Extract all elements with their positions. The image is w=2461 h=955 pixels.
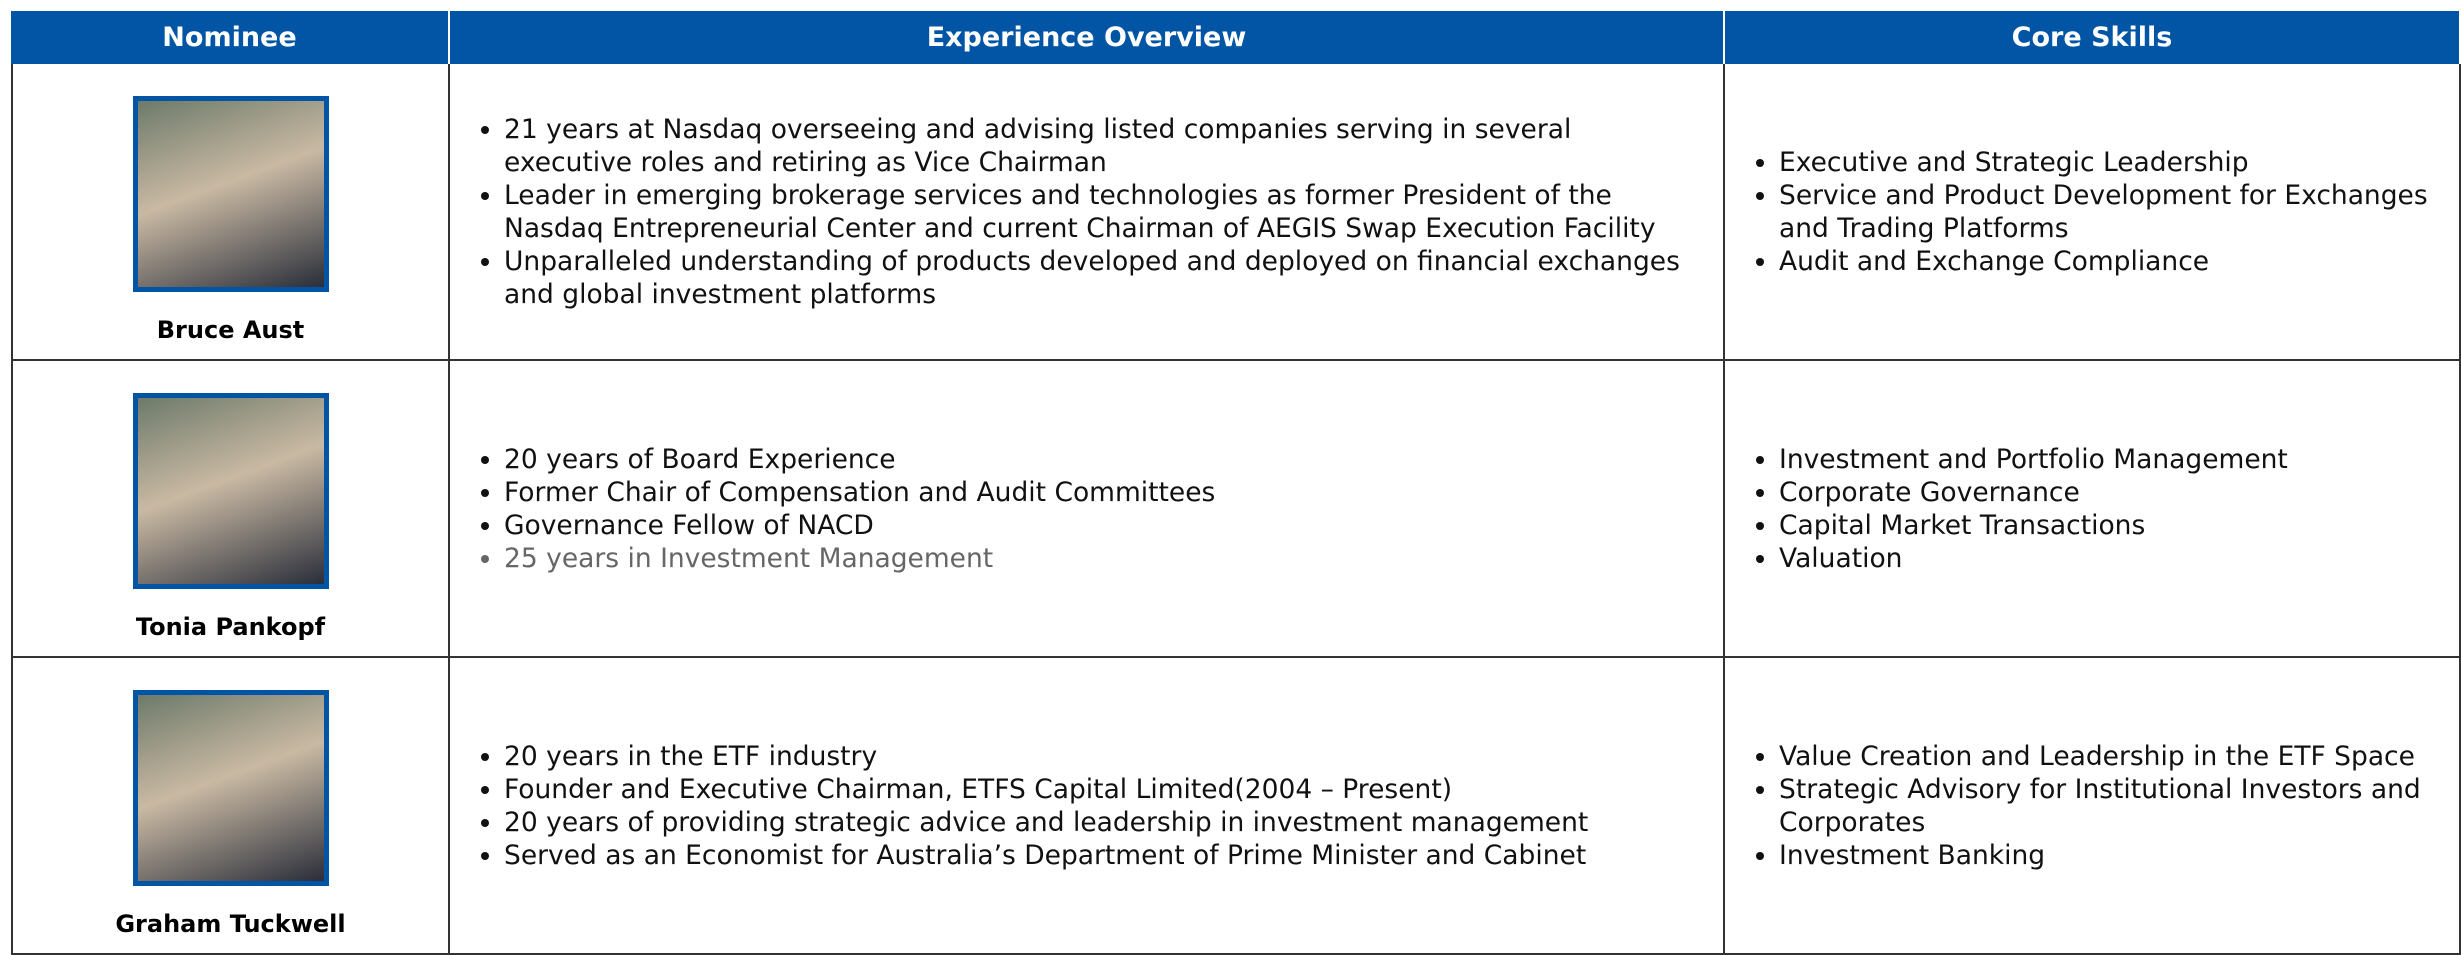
column-header: Nominee	[11, 11, 450, 64]
skills-list: Value Creation and Leadership in the ETF…	[1725, 740, 2459, 872]
skills-item: Investment Banking	[1779, 839, 2439, 872]
nominee-name: Graham Tuckwell	[115, 910, 346, 938]
nominee-row: Tonia Pankopf 20 years of Board Experienc…	[11, 361, 2461, 658]
skills-list: Investment and Portfolio ManagementCorpo…	[1725, 443, 2308, 575]
nominee-cell: Graham Tuckwell	[11, 658, 450, 953]
experience-list: 21 years at Nasdaq overseeing and advisi…	[450, 113, 1723, 311]
skills-item: Corporate Governance	[1779, 476, 2288, 509]
nominee-row: Graham Tuckwell 20 years in the ETF indus…	[11, 658, 2461, 955]
header-row: Nominee Experience Overview Core Skills	[11, 11, 2461, 64]
experience-item: 20 years of providing strategic advice a…	[504, 806, 1588, 839]
experience-item: 25 years in Investment Management	[504, 542, 1215, 575]
experience-item: Served as an Economist for Australia’s D…	[504, 839, 1588, 872]
nominee-name: Tonia Pankopf	[135, 613, 326, 641]
skills-item: Capital Market Transactions	[1779, 509, 2288, 542]
experience-item: Leader in emerging brokerage services an…	[504, 179, 1703, 245]
skills-cell: Investment and Portfolio ManagementCorpo…	[1725, 361, 2461, 656]
experience-item: Unparalleled understanding of products d…	[504, 245, 1703, 311]
experience-list: 20 years in the ETF industryFounder and …	[450, 740, 1608, 872]
experience-item: 20 years in the ETF industry	[504, 740, 1588, 773]
skills-cell: Value Creation and Leadership in the ETF…	[1725, 658, 2461, 953]
skills-cell: Executive and Strategic LeadershipServic…	[1725, 64, 2461, 359]
nominee-cell: Tonia Pankopf	[11, 361, 450, 656]
nominee-table: Nominee Experience Overview Core Skills Bru…	[11, 11, 2461, 955]
experience-item: Founder and Executive Chairman, ETFS Cap…	[504, 773, 1588, 806]
skills-item: Investment and Portfolio Management	[1779, 443, 2288, 476]
skills-item: Strategic Advisory for Institutional Inv…	[1779, 773, 2439, 839]
skills-item: Audit and Exchange Compliance	[1779, 245, 2439, 278]
column-header: Experience Overview	[450, 11, 1725, 64]
skills-item: Valuation	[1779, 542, 2288, 575]
nominee-name: Bruce Aust	[156, 316, 305, 344]
nominee-row: Bruce Aust 21 years at Nasdaq overseeing …	[11, 64, 2461, 361]
column-header: Core Skills	[1725, 11, 2461, 64]
experience-item: 21 years at Nasdaq overseeing and advisi…	[504, 113, 1703, 179]
nominee-photo	[132, 690, 329, 886]
experience-cell: 20 years in the ETF industryFounder and …	[450, 658, 1725, 953]
experience-cell: 21 years at Nasdaq overseeing and advisi…	[450, 64, 1725, 359]
nominee-cell: Bruce Aust	[11, 64, 450, 359]
experience-item: Governance Fellow of NACD	[504, 509, 1215, 542]
skills-item: Executive and Strategic Leadership	[1779, 146, 2439, 179]
experience-item: 20 years of Board Experience	[504, 443, 1215, 476]
skills-item: Value Creation and Leadership in the ETF…	[1779, 740, 2439, 773]
skills-list: Executive and Strategic LeadershipServic…	[1725, 146, 2459, 278]
nominee-photo	[132, 393, 329, 589]
skills-item: Service and Product Development for Exch…	[1779, 179, 2439, 245]
experience-cell: 20 years of Board ExperienceFormer Chair…	[450, 361, 1725, 656]
experience-list: 20 years of Board ExperienceFormer Chair…	[450, 443, 1235, 575]
nominee-photo	[132, 96, 329, 292]
experience-item: Former Chair of Compensation and Audit C…	[504, 476, 1215, 509]
